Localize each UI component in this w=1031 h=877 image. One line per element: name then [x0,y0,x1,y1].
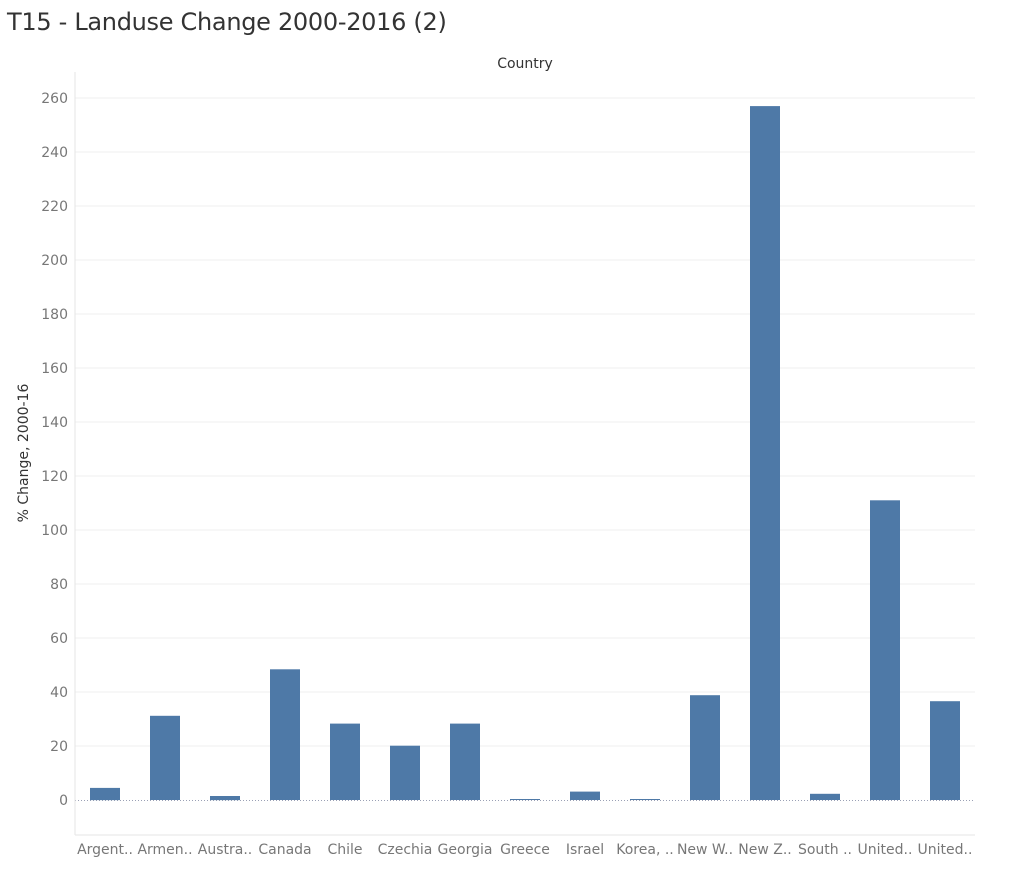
bar[interactable] [630,799,660,800]
x-tick-label: United.. [858,842,913,858]
bar[interactable] [510,799,540,800]
y-tick-label: 220 [41,199,68,215]
y-axis-label: % Change, 2000-16 [16,384,32,523]
x-tick-label: New W.. [677,842,733,858]
x-tick-label: Korea, .. [616,842,674,858]
bar[interactable] [210,796,240,801]
x-tick-label: Chile [327,842,362,858]
y-tick-label: 260 [41,91,68,107]
y-tick-label: 40 [50,685,68,701]
x-axis-ticks: Argent.. Armen.. Austra.. Canada Chile Czechi… [77,842,972,858]
x-tick-label: Argent.. [77,842,133,858]
x-tick-label: Greece [500,842,550,858]
y-tick-label: 200 [41,253,68,269]
bar[interactable] [870,500,900,800]
bar[interactable] [690,695,720,800]
bar[interactable] [270,669,300,800]
y-tick-label: 140 [41,415,68,431]
bar[interactable] [330,723,360,800]
x-tick-label: United.. [918,842,973,858]
y-tick-label: 240 [41,145,68,161]
page-title: T15 - Landuse Change 2000-2016 (2) [7,8,447,36]
bar[interactable] [150,715,180,800]
y-tick-label: 20 [50,739,68,755]
x-tick-label: Czechia [378,842,433,858]
x-tick-label: New Z.. [738,842,791,858]
bars [90,106,960,801]
y-tick-label: 120 [41,469,68,485]
y-tick-label: 80 [50,577,68,593]
y-tick-label: 60 [50,631,68,647]
x-tick-label: Israel [566,842,604,858]
x-tick-label: Canada [258,842,311,858]
y-tick-label: 180 [41,307,68,323]
x-tick-label: Armen.. [137,842,192,858]
plot-frame [74,72,975,836]
bar[interactable] [90,787,120,801]
y-axis-ticks: 0 20 40 60 80 100 120 140 160 180 200 220 240 260 [41,91,68,809]
column-header: Country [497,56,553,72]
gridlines [75,97,975,801]
y-tick-label: 0 [59,793,68,809]
x-tick-label: Georgia [438,842,493,858]
y-tick-label: 100 [41,523,68,539]
x-tick-label: Austra.. [198,842,252,858]
x-tick-label: South .. [798,842,852,858]
bar[interactable] [390,745,420,800]
bar[interactable] [750,106,780,801]
y-tick-label: 160 [41,361,68,377]
bar[interactable] [570,791,600,800]
bar[interactable] [450,723,480,800]
bar[interactable] [930,701,960,800]
bar[interactable] [810,793,840,800]
